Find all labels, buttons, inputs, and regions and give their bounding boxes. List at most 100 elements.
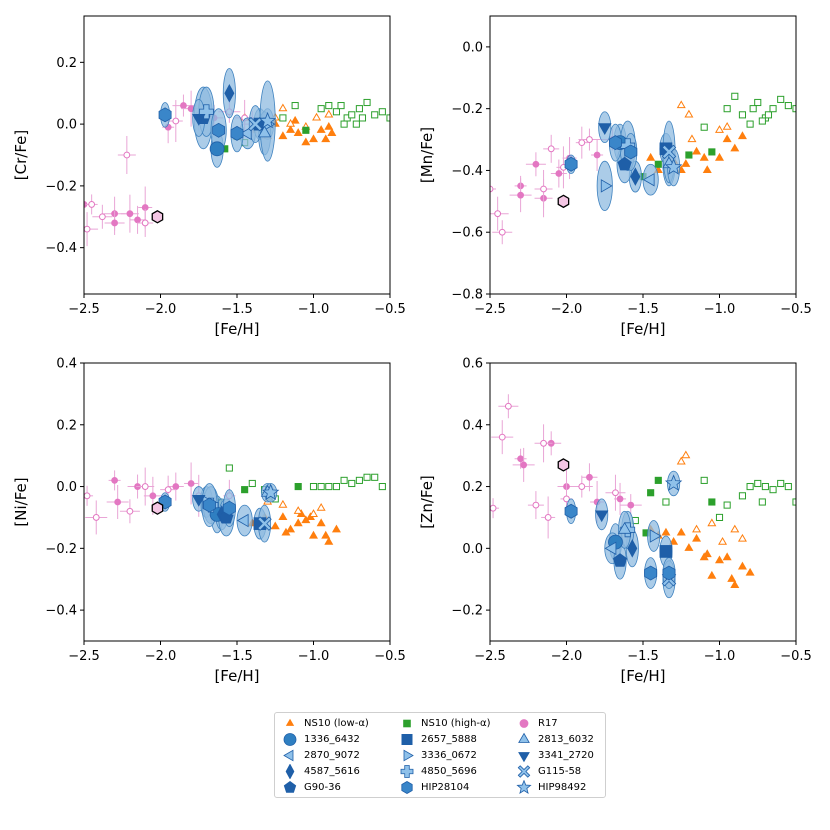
data-point	[737, 533, 747, 542]
data-point-marker	[520, 461, 528, 469]
data-point-marker	[764, 111, 773, 119]
data-point-marker	[225, 464, 233, 472]
data-point	[699, 152, 709, 161]
data-point-marker	[302, 126, 310, 134]
data-point-marker	[84, 492, 91, 500]
data-point	[312, 112, 322, 121]
data-point-marker	[141, 483, 149, 490]
data-point	[692, 146, 702, 155]
y-tick-label: −0.2	[45, 542, 77, 557]
x-tick: −0.5	[374, 641, 406, 664]
data-point-marker	[490, 185, 494, 193]
data-point-marker	[730, 143, 740, 152]
data-point-marker	[293, 518, 303, 527]
star-point	[236, 513, 249, 528]
data-point	[301, 137, 311, 146]
data-point-marker	[738, 111, 747, 119]
star-point	[257, 516, 272, 531]
legend-marker	[403, 749, 414, 762]
data-point	[363, 473, 371, 481]
star-point	[239, 126, 252, 141]
star-point	[661, 144, 677, 160]
data-point	[352, 120, 360, 128]
highlight-point	[151, 501, 164, 515]
data-point	[784, 482, 792, 491]
data-point	[123, 151, 131, 159]
y-axis-label: [Ni/Fe]	[12, 477, 30, 526]
y-tick-label: 0.2	[462, 480, 483, 495]
x-tick-label: −0.5	[374, 302, 406, 317]
highlight-marker	[151, 210, 164, 224]
y-tick-label: 0.4	[56, 357, 77, 372]
legend-glyph	[283, 749, 294, 762]
data-point	[715, 513, 724, 522]
star-marker	[659, 545, 673, 558]
data-point-marker	[308, 134, 319, 143]
y-tick: −0.8	[451, 288, 490, 303]
data-point-marker	[371, 473, 379, 481]
data-point	[279, 114, 287, 122]
y-tick-label: −0.2	[45, 179, 77, 194]
star-marker	[617, 521, 632, 534]
data-point	[746, 482, 754, 491]
data-point	[681, 159, 691, 167]
data-point	[504, 402, 512, 410]
data-point	[331, 524, 341, 533]
y-tick: −0.2	[45, 179, 84, 194]
legend-label: 1336_6432	[304, 734, 360, 745]
y-tick-label: 0.2	[56, 418, 77, 433]
data-point-marker	[98, 213, 106, 221]
x-tick-label: −2.0	[145, 649, 177, 664]
data-point-marker	[738, 492, 747, 500]
legend-marker	[283, 749, 294, 762]
data-point	[723, 105, 731, 113]
data-point-marker	[293, 506, 303, 514]
x-tick: −2.0	[551, 641, 582, 664]
data-point	[754, 479, 762, 488]
data-point-marker	[532, 501, 540, 509]
data-point-marker	[555, 170, 563, 177]
star-marker	[257, 516, 272, 531]
data-point-marker	[749, 105, 757, 113]
legend-entry: HIP28104	[399, 780, 469, 795]
data-point	[149, 492, 157, 500]
star-point	[230, 125, 244, 141]
y-tick: −0.2	[451, 102, 490, 117]
data-point-marker	[730, 580, 740, 589]
legend-glyph	[516, 780, 532, 794]
y-tick-label: 0.6	[462, 357, 483, 372]
legend-label: G115-58	[538, 766, 582, 777]
legend-label: 2657_5888	[421, 734, 477, 745]
highlight-point	[151, 210, 164, 224]
x-tick-label: −1.5	[627, 649, 659, 664]
data-point-marker	[681, 159, 691, 167]
x-tick: −0.5	[780, 294, 812, 317]
data-point-marker	[722, 122, 732, 130]
data-point	[321, 134, 331, 143]
data-point-marker	[187, 480, 195, 487]
legend-entry: 2657_5888	[399, 732, 477, 747]
data-point	[286, 524, 296, 533]
legend-entry: HIP98492	[516, 780, 586, 795]
star-marker	[191, 114, 206, 126]
data-point-marker	[241, 486, 249, 494]
data-point	[278, 512, 288, 521]
x-tick-label: −1.0	[704, 302, 736, 317]
plot-area	[84, 68, 390, 247]
data-point	[286, 125, 296, 133]
data-point	[278, 103, 288, 112]
data-point-marker	[654, 160, 662, 168]
legend-marker	[403, 719, 411, 728]
data-point-marker	[358, 114, 367, 122]
data-point-marker	[692, 533, 702, 542]
data-point	[646, 152, 656, 161]
data-point	[547, 145, 555, 153]
data-point	[684, 543, 694, 551]
star-marker	[258, 111, 277, 129]
x-tick-label: −2.5	[474, 302, 506, 317]
star-marker	[624, 144, 638, 160]
data-point	[520, 461, 528, 469]
data-point-marker	[684, 109, 694, 118]
data-point-marker	[134, 216, 141, 224]
data-point-marker	[547, 145, 555, 153]
